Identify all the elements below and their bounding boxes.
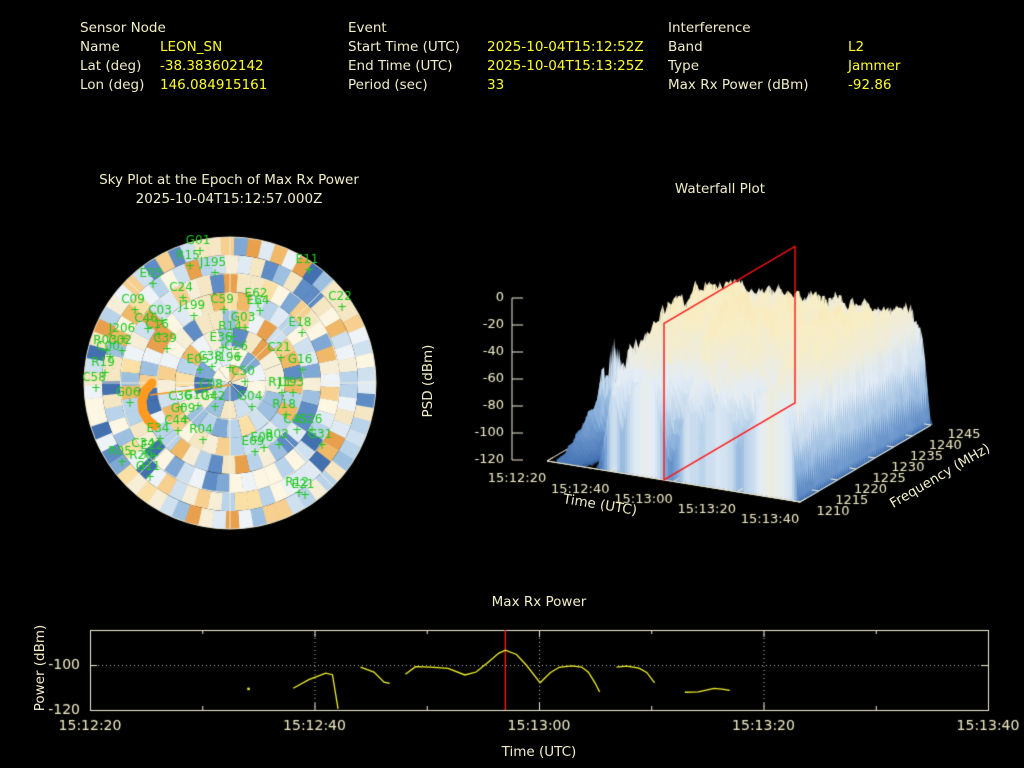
power-plot-canvas: [0, 588, 1024, 768]
power-plot-xlabel: Time (UTC): [501, 744, 577, 760]
event-panel: Event Start Time (UTC) 2025-10-04T15:12:5…: [348, 19, 644, 95]
sensor-lat-label: Lat (deg): [80, 58, 142, 74]
event-title: Event: [348, 20, 387, 36]
waterfall-title: Waterfall Plot: [674, 181, 766, 197]
interference-band-label: Band: [668, 39, 703, 55]
sensor-name-value: LEON_SN: [160, 39, 223, 55]
sky-plot-title: Sky Plot at the Epoch of Max Rx Power: [99, 172, 359, 188]
interference-panel: Interference Band L2 Type Jammer Max Rx Po…: [668, 19, 900, 95]
interference-maxpower-label: Max Rx Power (dBm): [668, 77, 809, 93]
event-period-label: Period (sec): [348, 77, 428, 93]
sensor-lon-label: Lon (deg): [80, 77, 145, 93]
interference-title: Interference: [668, 20, 751, 36]
waterfall-zlabel: PSD (dBm): [420, 344, 436, 418]
event-period-value: 33: [487, 77, 505, 93]
sensor-lat-value: -38.383602142: [160, 58, 264, 74]
power-plot-ylabel: Power (dBm): [32, 624, 48, 712]
sky-plot-subtitle: 2025-10-04T15:12:57.000Z: [135, 191, 323, 207]
sensor-name-label: Name: [80, 39, 120, 55]
interference-type-label: Type: [668, 58, 700, 74]
event-start-value: 2025-10-04T15:12:52Z: [487, 39, 644, 55]
waterfall-canvas: [415, 215, 1024, 560]
sensor-node-title: Sensor Node: [80, 20, 166, 36]
interference-type-value: Jammer: [848, 58, 901, 74]
event-end-value: 2025-10-04T15:13:25Z: [487, 58, 644, 74]
sky-plot-canvas: [80, 233, 380, 533]
interference-maxpower-value: -92.86: [848, 77, 892, 93]
sensor-node-panel: Sensor Node Name LEON_SN Lat (deg) -38.383…: [80, 19, 267, 95]
event-end-label: End Time (UTC): [348, 58, 453, 74]
sensor-lon-value: 146.084915161: [160, 77, 268, 93]
event-start-label: Start Time (UTC): [348, 39, 460, 55]
interference-band-value: L2: [848, 39, 865, 55]
